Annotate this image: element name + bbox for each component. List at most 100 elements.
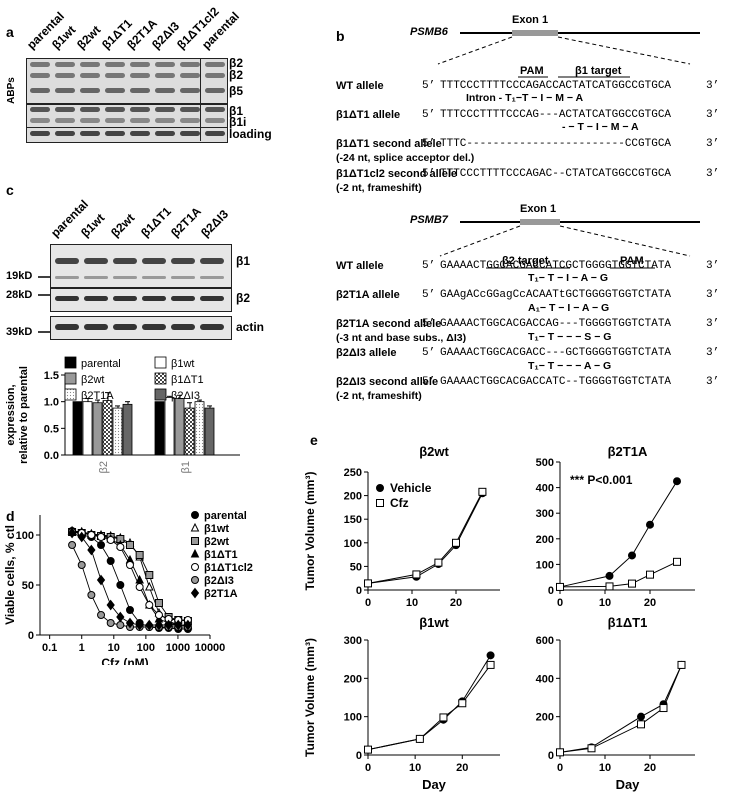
panel-letter-d: d — [6, 508, 15, 524]
legend-label: Vehicle — [390, 481, 432, 495]
point-β2T1A — [87, 544, 96, 556]
loading-band — [155, 131, 175, 136]
psmb7-exon-label: Exon 1 — [520, 203, 557, 215]
x-tick-label: 10 — [599, 762, 611, 774]
point-β1wt — [144, 581, 154, 591]
point-β2ΔI3 — [106, 619, 115, 627]
x-axis-label: Day — [422, 777, 447, 792]
actin-band — [142, 324, 166, 330]
point-Cfz — [364, 579, 372, 588]
abp-band — [80, 73, 100, 78]
y-tick-label: 100 — [536, 559, 554, 571]
y-tick-label: 600 — [536, 635, 554, 647]
point-Cfz — [677, 660, 686, 669]
psmb7-pam-label: PAM — [620, 255, 644, 267]
x-tick-label: 0 — [365, 762, 371, 774]
x-axis-label: Cfz (nM) — [101, 656, 148, 665]
point-Cfz — [434, 558, 443, 567]
five-prime: 5’ — [422, 289, 436, 301]
aa-translation: T₁− T − − − A − G — [528, 360, 612, 372]
x-tick-label: 20 — [450, 597, 462, 609]
abp-band — [80, 88, 100, 93]
point-β2wt — [125, 541, 134, 549]
point-parental — [106, 557, 115, 565]
actin-band — [84, 324, 108, 330]
allele-sequence: GAAAACTGGCACGACCATCGCTGGGGTGGTCTATA — [440, 260, 672, 272]
abp-band — [30, 62, 50, 67]
abp-band — [55, 73, 75, 78]
five-prime: 5’ — [422, 347, 436, 359]
abp-band — [80, 62, 100, 67]
point-Cfz — [659, 704, 668, 713]
legend-swatch — [64, 356, 77, 369]
panel-c-label-b2: β2 — [236, 291, 250, 305]
point-parental — [116, 581, 125, 589]
point-Cfz — [587, 744, 596, 753]
point-β2wt — [154, 599, 163, 607]
abp-band — [205, 73, 225, 78]
beta1-band — [200, 258, 224, 264]
panel-b-gene-diagrams — [437, 30, 700, 269]
panel-c-label-b1: β1 — [236, 254, 250, 268]
x-axis-label: Day — [616, 777, 641, 792]
point-β1ΔT1cl2 — [135, 583, 144, 591]
y-tick-label: 0 — [548, 750, 554, 762]
actin-band — [55, 324, 79, 330]
chart-title: β1ΔT1 — [608, 615, 648, 630]
band-label-b5: β5 — [229, 84, 243, 98]
bar-β2ΔI3 — [122, 403, 133, 456]
psmb6-target-label: β1 target — [575, 65, 622, 77]
x-tick-label: 1000 — [166, 642, 190, 654]
beta1-lower-band — [142, 276, 166, 279]
beta1-lower-band — [55, 276, 79, 279]
point-β2T1A — [154, 619, 164, 631]
point-β1ΔT1cl2 — [87, 531, 96, 539]
line-Cfz — [367, 664, 491, 751]
five-prime: 5’ — [422, 80, 436, 92]
legend-label: parental — [204, 510, 247, 522]
point-Cfz — [556, 582, 564, 591]
significance-annotation: *** P<0.001 — [570, 473, 633, 487]
point-β2T1A — [96, 574, 106, 586]
beta1i-band — [30, 118, 50, 123]
beta1-band — [171, 258, 195, 264]
point-Cfz — [458, 699, 467, 708]
five-prime: 5’ — [422, 168, 436, 180]
point-Vehicle — [605, 571, 614, 580]
legend-label: β2wt — [81, 374, 104, 386]
y-tick-label: 500 — [536, 457, 554, 469]
line-Cfz — [367, 491, 483, 584]
five-prime: 5’ — [422, 376, 436, 388]
abp-band — [155, 62, 175, 67]
point-β2T1A — [106, 599, 115, 611]
point-Cfz — [673, 557, 681, 566]
legend-swatch — [154, 388, 167, 401]
y-axis-label: Tumor Volume (mm³) — [303, 472, 317, 591]
abp-band — [180, 73, 200, 78]
y-tick-label: 150 — [344, 514, 362, 526]
y-tick-label: 100 — [344, 712, 362, 724]
legend-label: β1wt — [171, 358, 194, 370]
point-Vehicle — [637, 712, 645, 721]
panel-c-label-actin: actin — [236, 320, 265, 334]
allele-sublabel: (-3 nt and base subs., ΔI3) — [336, 332, 467, 344]
abp-band — [180, 62, 200, 67]
legend-label: β2T1A — [204, 588, 238, 600]
point-β1ΔT1cl2 — [97, 533, 106, 541]
five-prime: 5’ — [422, 109, 436, 121]
y-axis-label: expression, — [5, 384, 17, 445]
allele-label: β1ΔT1 second allele — [336, 138, 442, 150]
y-tick-label: 300 — [344, 635, 362, 647]
band-label-b2-b: β2 — [229, 68, 243, 82]
point-Cfz — [412, 570, 421, 579]
point-Cfz — [605, 582, 614, 591]
bar-β1ΔT1 — [184, 407, 195, 456]
legend-label: β1ΔT1 — [171, 374, 204, 386]
legend-marker — [191, 563, 199, 571]
legend-label: β2T1A — [81, 390, 114, 402]
point-β2wt — [135, 551, 144, 559]
loading-band — [80, 131, 100, 136]
legend-label: β1wt — [204, 523, 229, 535]
point-β2T1A — [164, 619, 173, 631]
y-tick-label: 200 — [344, 673, 362, 685]
